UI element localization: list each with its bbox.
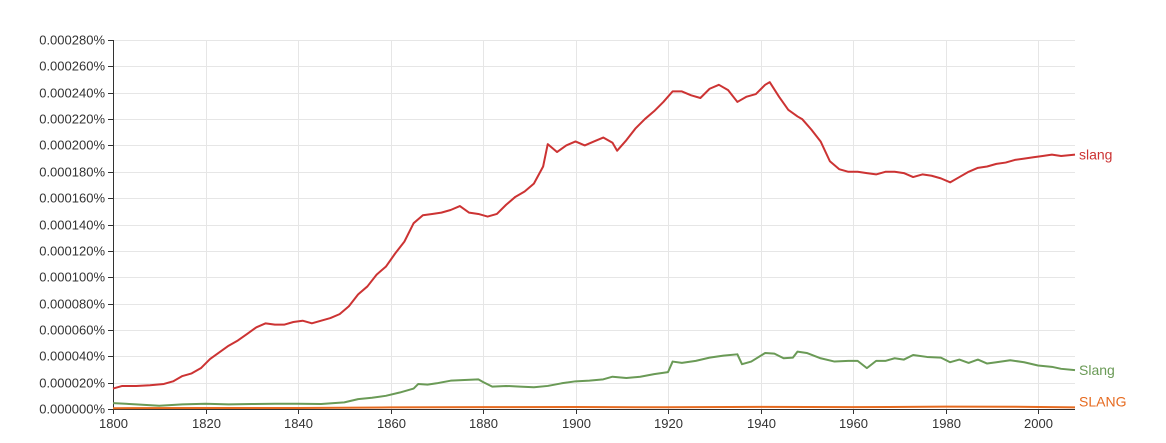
x-tick-label: 2000 bbox=[1024, 416, 1053, 431]
y-tick-label: 0.000280% bbox=[39, 33, 105, 48]
y-tick-label: 0.000100% bbox=[39, 270, 105, 285]
grid-layer bbox=[113, 40, 1075, 410]
x-tick-label: 1940 bbox=[747, 416, 776, 431]
x-tick-label: 1960 bbox=[839, 416, 868, 431]
series-layer bbox=[112, 81, 1076, 410]
series-line-slang-lower bbox=[112, 81, 1076, 390]
y-tick-label: 0.000020% bbox=[39, 376, 105, 391]
y-tick-label: 0.000040% bbox=[39, 349, 105, 364]
axes-layer bbox=[108, 40, 1075, 414]
series-label: SLANG bbox=[1079, 393, 1126, 409]
labels-layer: 0.000000% 0.000020% 0.000040% 0.000060% 0.00… bbox=[39, 33, 1126, 432]
x-tick-label: 1900 bbox=[562, 416, 591, 431]
y-tick-label: 0.000180% bbox=[39, 165, 105, 180]
series-label: Slang bbox=[1079, 362, 1115, 378]
y-tick-label: 0.000240% bbox=[39, 86, 105, 101]
x-tick-label: 1820 bbox=[192, 416, 221, 431]
x-tick-label: 1880 bbox=[469, 416, 498, 431]
x-tick-label: 1840 bbox=[284, 416, 313, 431]
y-tick-label: 0.000060% bbox=[39, 323, 105, 338]
series-label: slang bbox=[1079, 147, 1112, 163]
series-line-slang-title bbox=[112, 350, 1076, 407]
y-tick-label: 0.000140% bbox=[39, 218, 105, 233]
y-tick-label: 0.000080% bbox=[39, 297, 105, 312]
x-tick-label: 1920 bbox=[654, 416, 683, 431]
series-line-slang-upper bbox=[112, 405, 1076, 410]
y-tick-label: 0.000120% bbox=[39, 244, 105, 259]
y-tick-label: 0.000220% bbox=[39, 112, 105, 127]
x-tick-label: 1980 bbox=[932, 416, 961, 431]
y-tick-label: 0.000200% bbox=[39, 138, 105, 153]
y-tick-label: 0.000160% bbox=[39, 191, 105, 206]
x-tick-label: 1860 bbox=[377, 416, 406, 431]
y-tick-label: 0.000000% bbox=[39, 402, 105, 417]
y-tick-label: 0.000260% bbox=[39, 59, 105, 74]
x-tick-label: 1800 bbox=[99, 416, 128, 431]
